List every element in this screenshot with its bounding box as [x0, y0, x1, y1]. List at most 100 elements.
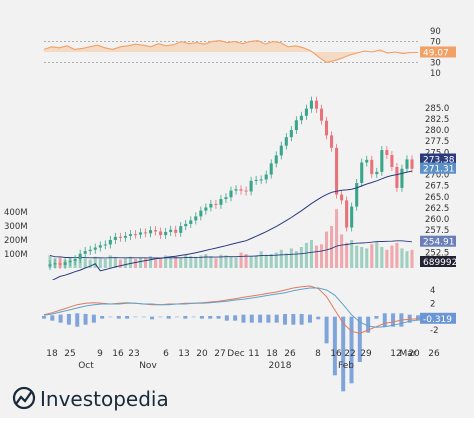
x-tick-label: Dec — [227, 349, 244, 359]
volume-bar — [128, 256, 132, 268]
price-tick-label: 270.0 — [425, 171, 449, 181]
candle-body — [324, 120, 329, 136]
macd-histogram-bar — [66, 314, 71, 325]
volume-bar — [345, 242, 349, 268]
volume-bar — [194, 256, 198, 268]
macd-histogram-bar — [374, 316, 379, 319]
candle-body — [289, 130, 293, 138]
macd-histogram-bar — [224, 315, 229, 321]
volume-bar — [184, 254, 188, 268]
rsi-fill-area — [44, 40, 418, 63]
x-tick-label: 6 — [163, 349, 169, 359]
macd-histogram-bar — [75, 313, 80, 327]
volume-bar — [154, 259, 158, 268]
price-label-ma: 271.31 — [420, 162, 456, 175]
candle-body — [159, 231, 163, 236]
macd-histogram-bar — [316, 316, 321, 320]
macd-histogram-bar — [266, 314, 271, 323]
candle-body — [103, 244, 107, 246]
candle-body — [294, 120, 298, 131]
volume-bar — [169, 257, 173, 268]
candle-body — [375, 171, 379, 175]
candle-body — [128, 234, 132, 236]
volume-bar — [88, 259, 92, 268]
macd-histogram-bar — [125, 316, 130, 319]
x-period-label: Mar — [400, 349, 417, 359]
candle-body — [314, 100, 319, 109]
candle-body — [335, 147, 339, 195]
macd-histogram-bar — [58, 314, 63, 323]
volume-bar — [224, 255, 228, 268]
price-tick-label: 275.0 — [425, 148, 449, 158]
candle-body — [229, 190, 233, 198]
x-tick-label: 26 — [284, 349, 296, 359]
candle-body — [143, 232, 148, 234]
volume-bar — [350, 240, 354, 268]
candle-body — [209, 203, 213, 208]
x-tick-label: 16 — [330, 349, 342, 359]
logo-arrow-icon — [15, 390, 33, 405]
volume-bar — [239, 252, 243, 268]
macd-histogram-bar — [42, 316, 46, 319]
rsi-tick-label: 10 — [430, 69, 441, 79]
candle-body — [199, 210, 203, 217]
volume-label-text: 689992 — [423, 258, 457, 268]
volume-bar — [219, 254, 223, 268]
candle-body — [98, 245, 102, 248]
price-tick-label: 277.5 — [425, 137, 449, 147]
macd-histogram-bar — [307, 314, 312, 323]
volume-bar — [113, 257, 117, 268]
candle-body — [154, 230, 158, 232]
price-tick-label: 265.0 — [425, 193, 449, 203]
price-plot-area — [44, 90, 418, 268]
candle-body — [365, 159, 369, 163]
volume-bar — [340, 234, 344, 268]
candle-body — [380, 150, 384, 172]
volume-bar — [380, 247, 384, 268]
macd-histogram-bar — [100, 316, 105, 319]
volume-bar — [309, 240, 313, 268]
macd-histogram-bar — [349, 316, 354, 384]
x-tick-label: 20 — [408, 349, 420, 359]
macd-histogram-bar — [116, 316, 121, 319]
brand-name: Investopedia — [40, 387, 169, 411]
candle-body — [309, 100, 313, 109]
candle-body — [224, 197, 228, 200]
x-tick-label: 13 — [178, 349, 189, 359]
candle-body — [355, 183, 359, 207]
volume-bar — [249, 256, 253, 268]
candle-body — [174, 229, 178, 233]
macd-histogram-bar — [166, 316, 171, 319]
volume-bar — [108, 255, 112, 268]
volume-bar — [123, 258, 127, 268]
candle-body — [194, 216, 198, 221]
volume-bar — [360, 247, 364, 268]
candle-body — [63, 262, 67, 265]
volume-bar — [410, 249, 414, 268]
volume-average-line — [49, 240, 413, 259]
candle-body — [395, 166, 399, 188]
macd-histogram-bar — [332, 316, 337, 376]
brand-logo: Investopedia — [12, 386, 169, 411]
macd-histogram-bar — [249, 314, 254, 323]
rsi-current-value-text: 49.07 — [423, 48, 449, 58]
x-tick-label: 18 — [266, 349, 278, 359]
candle-body — [234, 189, 238, 191]
candle-body — [179, 226, 183, 233]
x-tick-label: 9 — [97, 349, 103, 359]
candle-body — [319, 108, 324, 121]
volume-bar — [164, 255, 168, 268]
macd-histogram-bar — [291, 314, 296, 325]
volume-bar — [83, 258, 87, 268]
candle-body — [385, 150, 389, 155]
x-tick-label: 20 — [196, 349, 208, 359]
volume-bar — [264, 254, 268, 268]
candle-body — [345, 200, 349, 228]
volume-bar — [234, 257, 238, 268]
x-period-label: Nov — [139, 361, 157, 371]
volume-bar — [269, 254, 273, 268]
macd-histogram-bar — [382, 313, 387, 327]
volume-bar — [199, 255, 203, 268]
